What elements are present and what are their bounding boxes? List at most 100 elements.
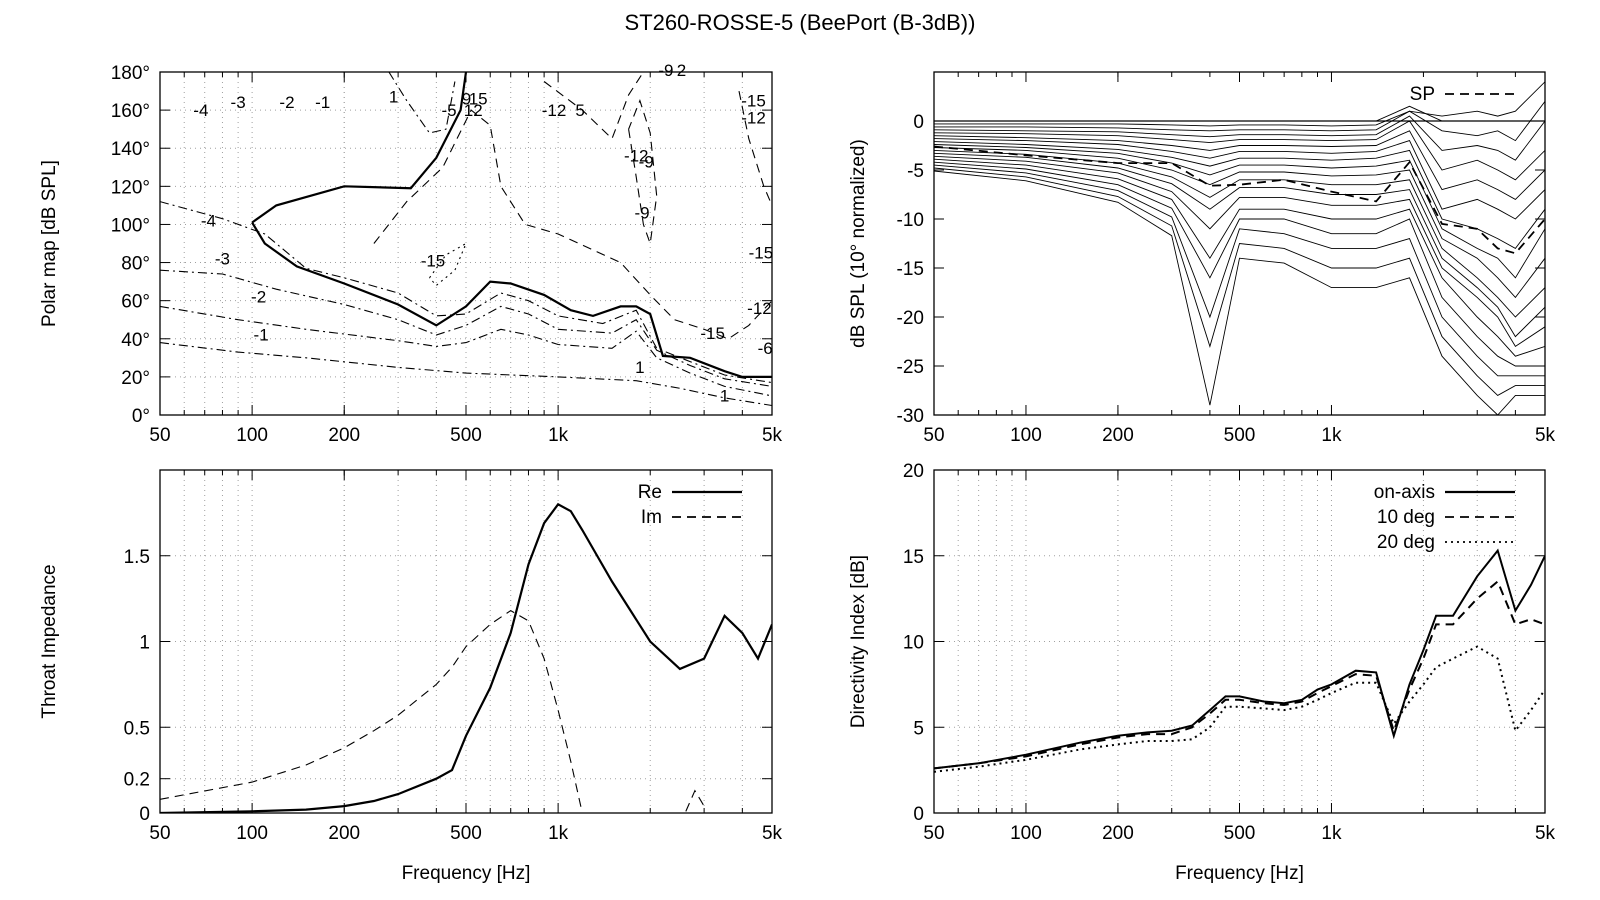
polar-y-tick-label: 140° — [111, 139, 150, 160]
polar-y-tick-label: 20° — [121, 368, 150, 389]
polar-contour — [388, 72, 456, 134]
normalized-spl-curve — [934, 147, 1545, 299]
polar-contour-label: -12 — [747, 299, 772, 318]
polar-contour-label: -1 — [315, 93, 330, 112]
polar-contour-label: -4 — [201, 211, 216, 230]
impedance-legend-label: Im — [641, 507, 662, 528]
normalized-spl-curve — [934, 138, 1545, 220]
polar-contour-label: -2 — [251, 288, 266, 307]
normalized_spl-x-tick-label: 50 — [923, 425, 944, 446]
normalized-spl-curve — [934, 130, 1545, 200]
normalized_spl-y-tick-label: -30 — [897, 406, 924, 427]
figure-title: ST260-ROSSE-5 (BeePort (B-3dB)) — [624, 10, 976, 35]
impedance-y-tick-label: 1 — [139, 633, 150, 654]
impedance-x-tick-label: 200 — [328, 823, 360, 844]
impedance-x-tick-label: 500 — [450, 823, 482, 844]
normalized_spl-y-tick-label: 0 — [913, 112, 924, 133]
impedance-x-axis-label: Frequency [Hz] — [402, 863, 531, 884]
polar-contour-label: -1 — [254, 326, 269, 345]
normalized-spl-curve — [934, 170, 1545, 415]
polar-contour-label: -12 — [741, 108, 766, 127]
normalized_spl-x-tick-label: 200 — [1102, 425, 1134, 446]
polar-contour-label: -2 — [279, 93, 294, 112]
normalized_spl-x-tick-label: 5k — [1535, 425, 1556, 446]
normalized-spl-curve — [934, 115, 1545, 161]
polar-x-tick-label: 5k — [762, 425, 783, 446]
directivity-y-axis-label: Directivity Index [dB] — [848, 555, 869, 728]
impedance-y-tick-label: 0 — [139, 804, 150, 825]
impedance-y-tick-label: 1.5 — [124, 547, 150, 568]
polar-contour-label: 1 — [720, 387, 729, 406]
polar-x-tick-label: 200 — [328, 425, 360, 446]
polar-contour-label: -12 — [624, 147, 649, 166]
polar-contour — [160, 201, 772, 384]
directivity-y-tick-label: 0 — [913, 804, 924, 825]
polar-frame — [159, 71, 773, 416]
polar-contour-label: -5 — [441, 101, 456, 120]
directivity-y-tick-label: 10 — [903, 633, 924, 654]
impedance-y-tick-label: 0.5 — [124, 718, 150, 739]
polar-contour-label: -9 — [639, 152, 654, 171]
normalized_spl-y-tick-label: -20 — [897, 308, 924, 329]
impedance-legend-label: Re — [638, 482, 662, 503]
polar-contour-label: -6 — [758, 339, 773, 358]
normalized_spl-y-tick-label: -25 — [897, 357, 924, 378]
polar-y-tick-label: 60° — [121, 292, 150, 313]
polar-y-tick-label: 180° — [111, 63, 150, 84]
normalized-spl-curve — [934, 164, 1545, 377]
directivity-x-tick-label: 5k — [1535, 823, 1556, 844]
directivity-curve — [934, 579, 1545, 770]
normalized_spl-y-tick-label: -10 — [897, 210, 924, 231]
polar-x-tick-label: 500 — [450, 425, 482, 446]
normalized_spl-y-tick-label: -5 — [907, 161, 924, 182]
normalized_spl-legend-label: SP — [1410, 84, 1435, 105]
directivity-legend-label: on-axis — [1374, 482, 1435, 503]
directivity-x-tick-label: 50 — [923, 823, 944, 844]
polar-y-tick-label: 0° — [132, 406, 150, 427]
impedance-x-tick-label: 5k — [762, 823, 783, 844]
directivity-x-tick-label: 1k — [1321, 823, 1342, 844]
polar-contour — [251, 221, 772, 378]
polar-contour — [160, 342, 772, 407]
polar-y-tick-label: 80° — [121, 254, 150, 275]
polar-contour-label: -15 — [749, 244, 774, 263]
impedance-re-curve — [160, 502, 772, 813]
directivity-x-tick-label: 100 — [1010, 823, 1042, 844]
polar-y-tick-label: 160° — [111, 101, 150, 122]
normalized_spl-y-tick-label: -15 — [897, 259, 924, 280]
directivity-x-tick-label: 200 — [1102, 823, 1134, 844]
polar-y-tick-label: 120° — [111, 177, 150, 198]
polar-contour — [543, 72, 644, 140]
normalized-spl-curve — [934, 149, 1545, 318]
polar-contour — [628, 98, 658, 244]
directivity-y-tick-label: 5 — [913, 718, 924, 739]
normalized-spl-sp-curve — [934, 145, 1545, 255]
polar-y-tick-label: 40° — [121, 330, 150, 351]
normalized-spl-curve — [934, 105, 1545, 122]
polar-contour — [160, 305, 772, 397]
polar-contour-label: 1 — [389, 87, 398, 106]
polar-contour-label: -15 — [421, 251, 446, 270]
polar-contour-label: 15 — [469, 89, 488, 108]
normalized-spl-curve — [934, 158, 1545, 357]
normalized-spl-curve — [934, 81, 1545, 127]
impedance-y-tick-label: 0.2 — [124, 770, 150, 791]
polar-contour-label: 1 — [635, 358, 644, 377]
directivity-y-tick-label: 20 — [903, 461, 924, 482]
polar-contour-label: -4 — [193, 101, 208, 120]
impedance-x-tick-label: 100 — [236, 823, 268, 844]
normalized-spl-curve — [934, 101, 1545, 142]
polar-contour — [738, 90, 772, 206]
polar-contour-label: 9 — [462, 89, 471, 108]
directivity-x-axis-label: Frequency [Hz] — [1175, 863, 1304, 884]
polar-contour-label: 2 — [677, 61, 686, 80]
normalized_spl-x-tick-label: 1k — [1321, 425, 1342, 446]
polar-contour-label: -12 — [542, 101, 567, 120]
normalized_spl-x-tick-label: 500 — [1224, 425, 1256, 446]
impedance-x-tick-label: 1k — [548, 823, 569, 844]
polar-contour-label: -15 — [700, 324, 725, 343]
polar-contour-label: -15 — [741, 91, 766, 110]
directivity-curve — [934, 548, 1545, 770]
